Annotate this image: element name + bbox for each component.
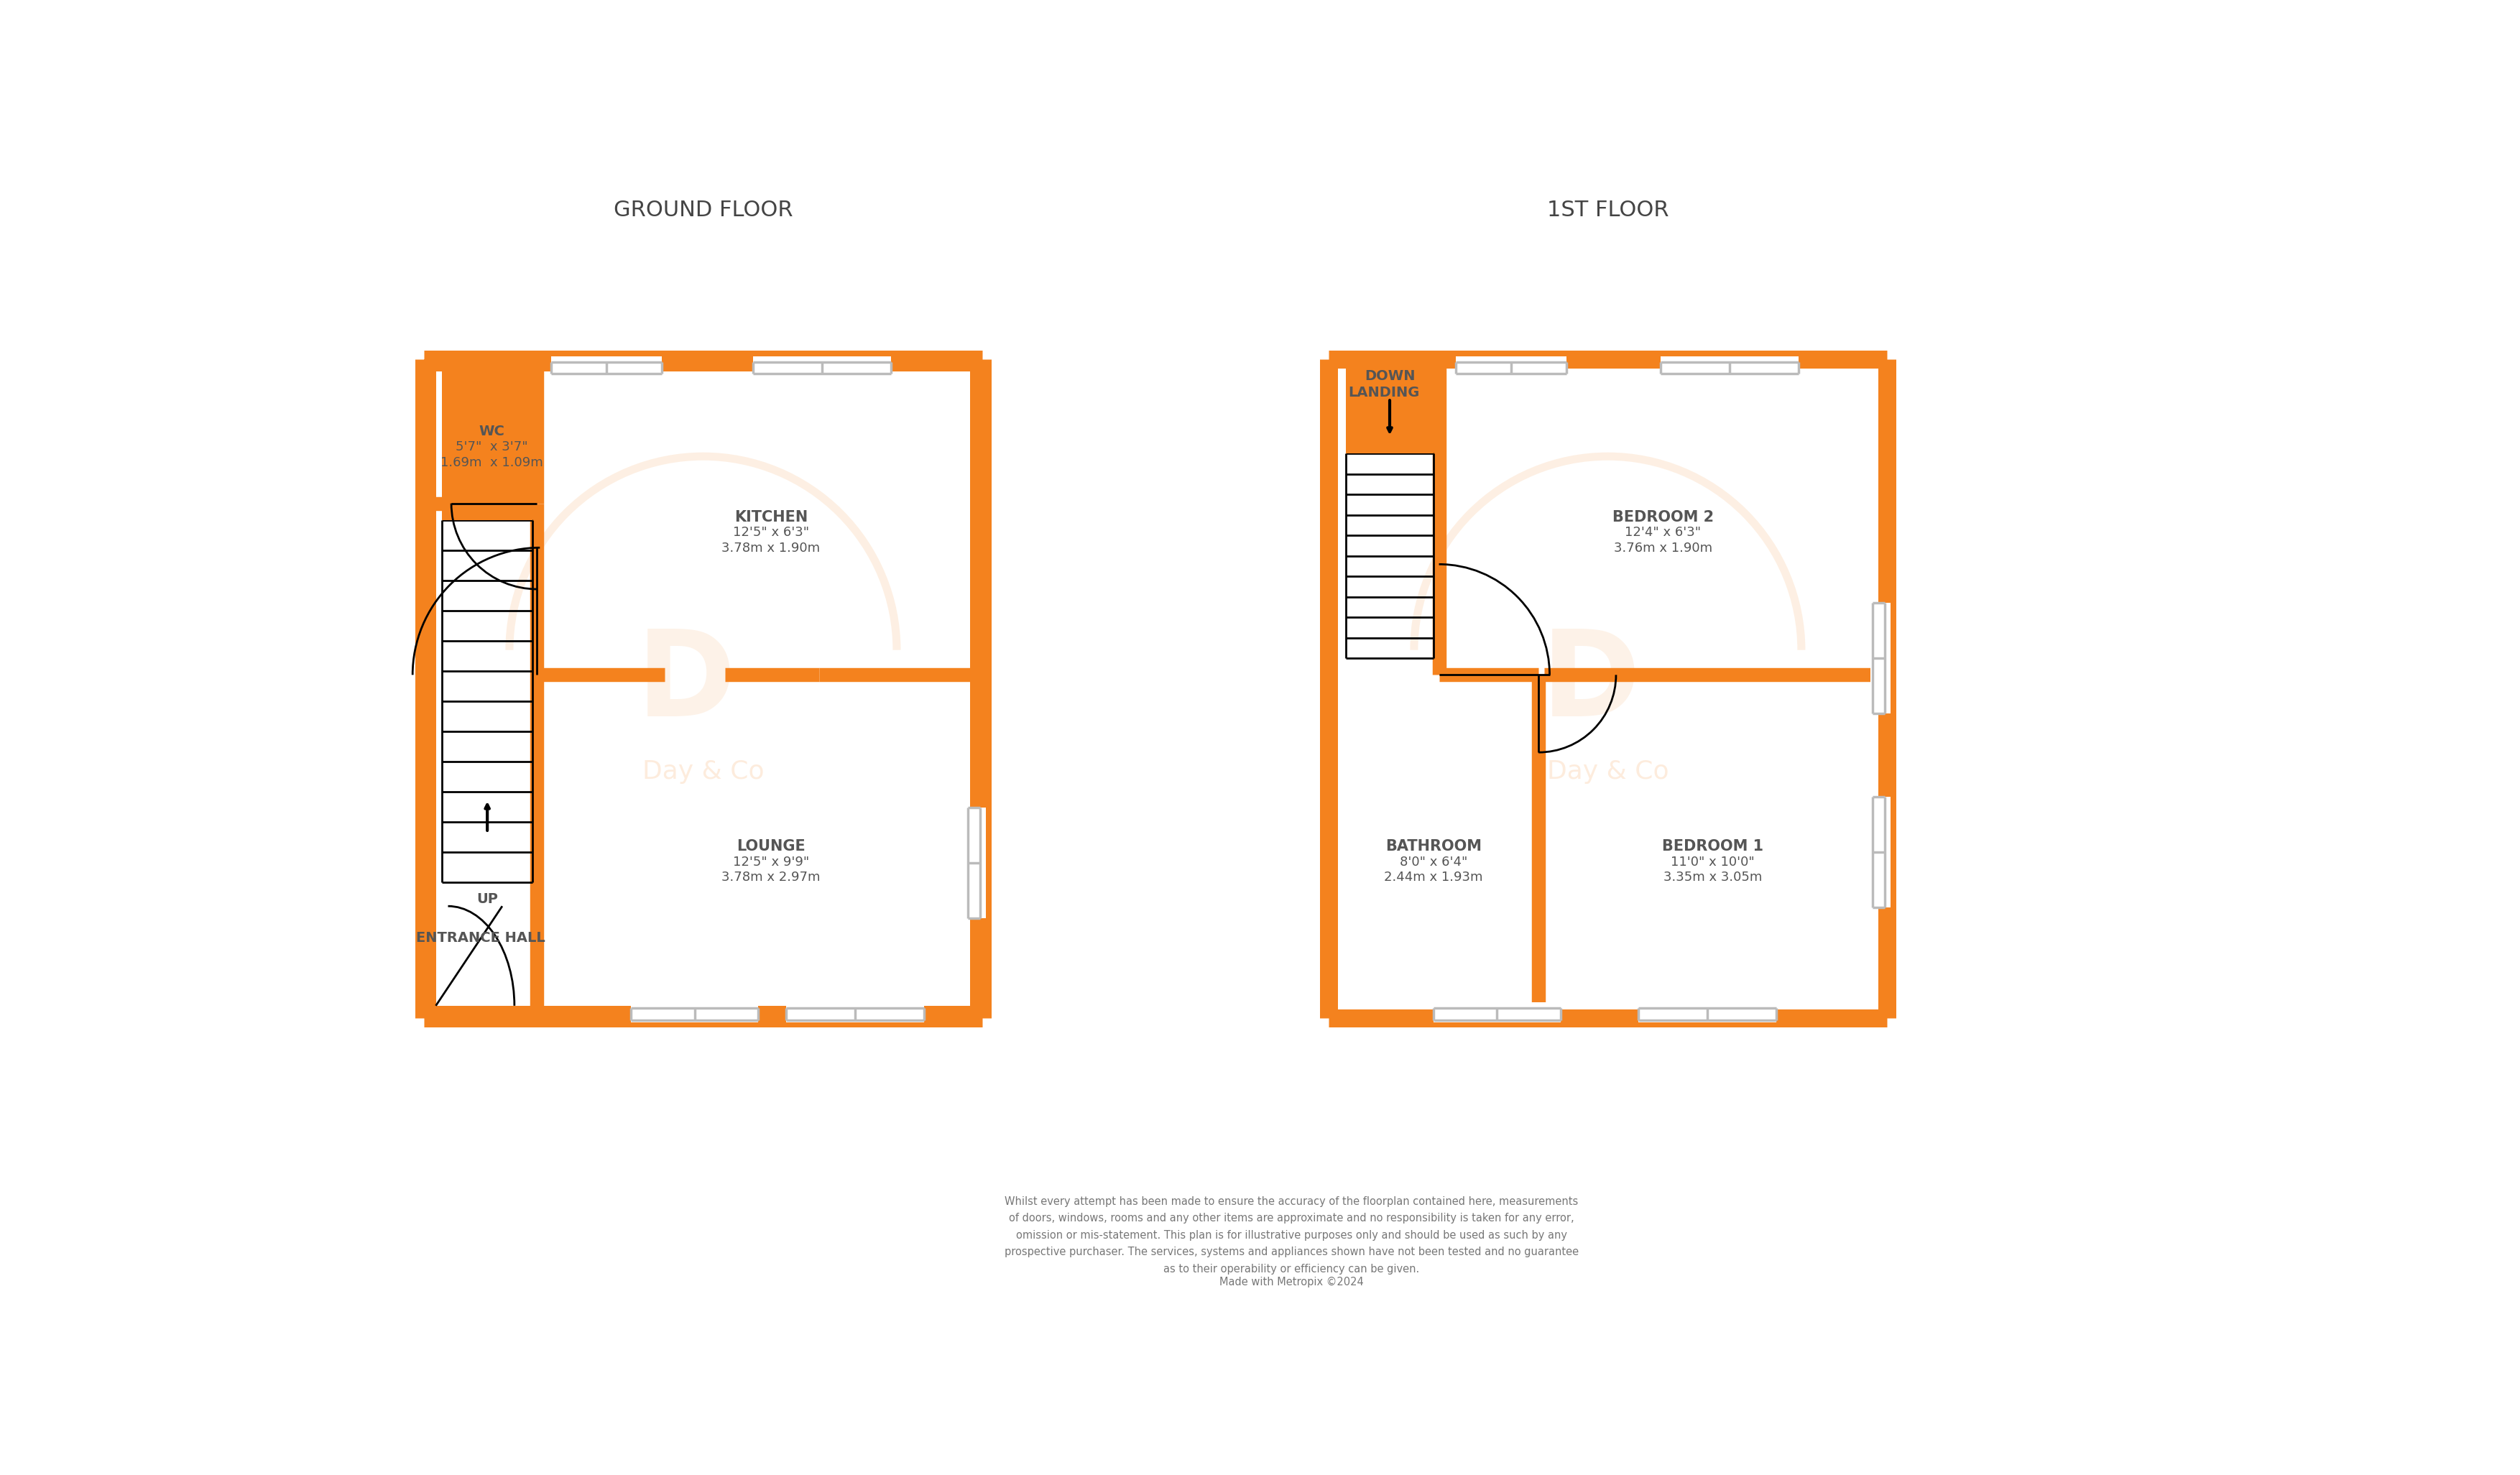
Text: 12'5" x 6'3": 12'5" x 6'3" bbox=[733, 527, 809, 540]
Text: 3.78m x 2.97m: 3.78m x 2.97m bbox=[721, 870, 819, 884]
Bar bbox=[441, 360, 532, 521]
Text: 12'5" x 9'9": 12'5" x 9'9" bbox=[733, 856, 809, 869]
Text: WC: WC bbox=[479, 425, 504, 438]
Text: 11'0" x 10'0": 11'0" x 10'0" bbox=[1671, 856, 1754, 869]
Text: 2.44m x 1.93m: 2.44m x 1.93m bbox=[1383, 870, 1482, 884]
Text: LOUNGE: LOUNGE bbox=[736, 839, 806, 854]
Bar bbox=[552, 357, 663, 376]
Text: BEDROOM 1: BEDROOM 1 bbox=[1663, 839, 1764, 854]
Bar bbox=[1346, 360, 1434, 454]
Bar bbox=[1870, 796, 1890, 907]
Text: GROUND FLOOR: GROUND FLOOR bbox=[612, 199, 794, 221]
Text: 5'7"  x 3'7": 5'7" x 3'7" bbox=[456, 441, 527, 453]
Text: 3.76m x 1.90m: 3.76m x 1.90m bbox=[1613, 541, 1711, 555]
Bar bbox=[1661, 357, 1799, 376]
Text: KITCHEN: KITCHEN bbox=[733, 510, 806, 525]
Bar bbox=[1638, 1003, 1777, 1022]
Text: Day & Co: Day & Co bbox=[643, 760, 764, 783]
Text: BEDROOM 2: BEDROOM 2 bbox=[1613, 510, 1714, 525]
Bar bbox=[423, 1006, 983, 1018]
Bar bbox=[965, 808, 985, 919]
Bar bbox=[630, 1003, 759, 1022]
Text: BATHROOM: BATHROOM bbox=[1386, 839, 1482, 854]
Bar bbox=[786, 1003, 925, 1022]
Bar bbox=[1870, 603, 1890, 714]
Text: 3.78m x 1.90m: 3.78m x 1.90m bbox=[721, 541, 819, 555]
Bar bbox=[423, 360, 436, 1018]
Text: Whilst every attempt has been made to ensure the accuracy of the floorplan conta: Whilst every attempt has been made to en… bbox=[1005, 1196, 1578, 1274]
Bar bbox=[1434, 1003, 1560, 1022]
Bar bbox=[1457, 357, 1567, 376]
Text: DOWN: DOWN bbox=[1363, 369, 1416, 383]
Text: D: D bbox=[1542, 624, 1641, 742]
Text: D: D bbox=[638, 624, 736, 742]
Text: LANDING: LANDING bbox=[1348, 386, 1419, 400]
Bar bbox=[753, 357, 892, 376]
Text: 1ST FLOOR: 1ST FLOOR bbox=[1547, 199, 1668, 221]
Bar bbox=[423, 360, 983, 372]
Bar bbox=[970, 360, 983, 1018]
Text: 12'4" x 6'3": 12'4" x 6'3" bbox=[1625, 527, 1701, 540]
Text: Made with Metropix ©2024: Made with Metropix ©2024 bbox=[1220, 1277, 1363, 1288]
Text: ENTRANCE HALL: ENTRANCE HALL bbox=[416, 931, 544, 944]
Text: UP: UP bbox=[476, 892, 499, 906]
Text: 3.35m x 3.05m: 3.35m x 3.05m bbox=[1663, 870, 1761, 884]
Text: 8'0" x 6'4": 8'0" x 6'4" bbox=[1399, 856, 1467, 869]
Text: 1.69m  x 1.09m: 1.69m x 1.09m bbox=[441, 456, 542, 469]
Text: Day & Co: Day & Co bbox=[1547, 760, 1668, 783]
